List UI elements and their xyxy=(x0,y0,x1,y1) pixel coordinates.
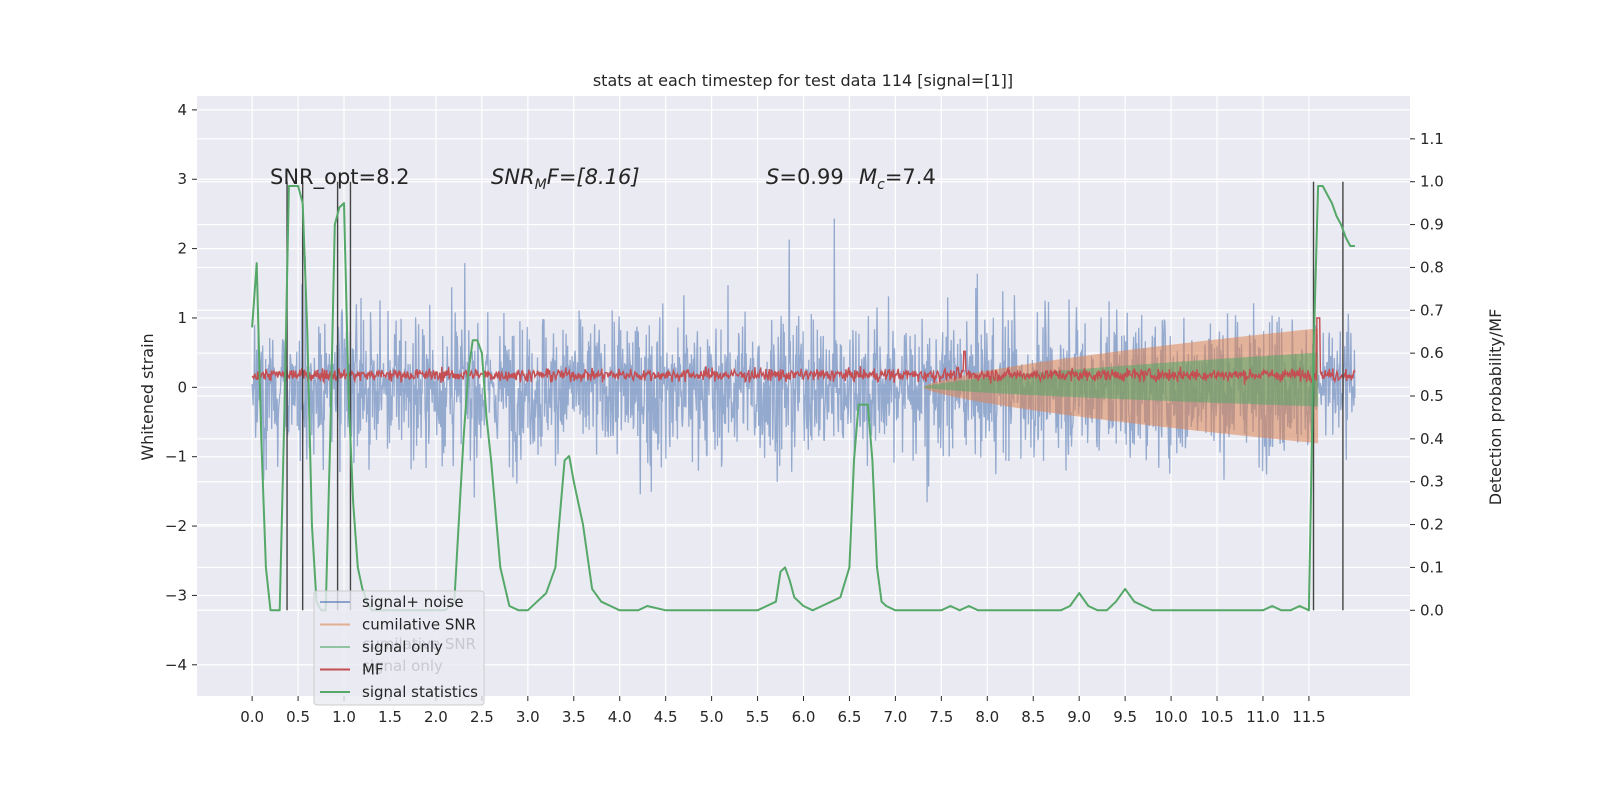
y-tick-label: −2 xyxy=(165,517,187,535)
snr-mf-symbol: SNR xyxy=(491,165,535,189)
y-right-tick-label: 0.1 xyxy=(1420,558,1444,576)
x-tick-label: 0.5 xyxy=(286,708,310,726)
x-tick-label: 10.0 xyxy=(1154,708,1187,726)
s-annotation: S=0.99 xyxy=(766,165,844,189)
legend-ghost-1: cumilative SNR xyxy=(362,635,476,653)
y-right-tick-label: 0.0 xyxy=(1420,601,1444,619)
x-tick-label: 0.0 xyxy=(240,708,264,726)
x-tick-label: 10.5 xyxy=(1200,708,1233,726)
y-right-tick-label: 0.6 xyxy=(1420,344,1444,362)
y-axis-label: Whitened strain xyxy=(138,333,157,460)
y-axis-right-label: Detection probability/MF xyxy=(1486,309,1505,506)
snr-opt-annotation: SNR_opt=8.2 xyxy=(270,165,410,190)
x-tick-label: 9.0 xyxy=(1067,708,1091,726)
y-right-tick-label: 0.5 xyxy=(1420,387,1444,405)
x-tick-label: 6.5 xyxy=(838,708,862,726)
y-tick-label: 2 xyxy=(177,240,187,258)
mc-value: =7.4 xyxy=(885,165,936,189)
x-tick-label: 2.5 xyxy=(470,708,494,726)
y-right-tick-label: 0.7 xyxy=(1420,301,1444,319)
y-right-tick-label: 0.2 xyxy=(1420,516,1444,534)
snr-mf-subscript: M xyxy=(535,177,547,193)
signal-statistics-path xyxy=(251,185,1355,612)
x-tick-label: 11.5 xyxy=(1292,708,1325,726)
x-tick-label: 8.5 xyxy=(1021,708,1045,726)
x-tick-label: 7.5 xyxy=(929,708,953,726)
x-tick-label: 8.0 xyxy=(975,708,999,726)
legend-label: signal statistics xyxy=(362,683,478,701)
y-tick-label: 0 xyxy=(177,378,187,396)
x-tick-label: 7.0 xyxy=(883,708,907,726)
s-value: =0.99 xyxy=(779,165,843,189)
x-tick-label: 5.5 xyxy=(746,708,770,726)
legend-label: signal+ noise xyxy=(362,593,464,611)
x-tick-label: 5.0 xyxy=(700,708,724,726)
y-right-tick-label: 1.1 xyxy=(1420,130,1444,148)
x-tick-label: 3.5 xyxy=(562,708,586,726)
legend-label: signal only xyxy=(362,638,443,656)
mc-symbol: M xyxy=(859,165,877,189)
snr-mf-annotation: SNRMF=[8.16] xyxy=(491,165,640,193)
x-tick-label: 9.5 xyxy=(1113,708,1137,726)
cumulative-snr-envelope xyxy=(923,328,1319,444)
y-tick-label: 1 xyxy=(177,309,187,327)
y-tick-label: −3 xyxy=(165,586,187,604)
mc-subscript: c xyxy=(877,177,885,193)
y-tick-label: 4 xyxy=(177,101,187,119)
chart-title: stats at each timestep for test data 114… xyxy=(593,71,1013,90)
legend-label: MF xyxy=(362,661,384,679)
x-tick-label: 3.0 xyxy=(516,708,540,726)
s-symbol: S xyxy=(766,165,779,189)
axis-ticks: 0.0 0.5 1.0 1.5 2.0 2.5 3.0 3.5 4.0 4.5 5.0 5.5 6.0 6… xyxy=(165,101,1444,726)
y-right-tick-label: 0.9 xyxy=(1420,216,1444,234)
legend-label: cumilative SNR xyxy=(362,616,476,634)
legend: cumilative SNR signal only signal+ noise… xyxy=(313,590,485,706)
signal-only-area xyxy=(923,352,1319,407)
x-tick-label: 1.0 xyxy=(332,708,356,726)
x-tick-label: 4.5 xyxy=(654,708,678,726)
y-right-tick-label: 0.3 xyxy=(1420,473,1444,491)
legend-box xyxy=(313,590,485,706)
y-right-tick-label: 1.0 xyxy=(1420,173,1444,191)
x-tick-label: 4.0 xyxy=(608,708,632,726)
snr-mf-rest: F=[8.16] xyxy=(547,165,640,189)
legend-ghost-2: signal only xyxy=(362,657,443,675)
y-tick-label: 3 xyxy=(177,170,187,188)
y-tick-label: −1 xyxy=(165,448,187,466)
mf-line xyxy=(251,317,1356,385)
y-tick-label: −4 xyxy=(165,656,187,674)
x-tick-label: 11.0 xyxy=(1246,708,1279,726)
x-tick-label: 1.5 xyxy=(378,708,402,726)
x-tick-label: 6.0 xyxy=(792,708,816,726)
mf-path xyxy=(251,317,1356,385)
signal-statistics-line xyxy=(251,185,1355,612)
mc-annotation: Mc=7.4 xyxy=(859,165,936,193)
x-tick-label: 2.0 xyxy=(424,708,448,726)
y-right-tick-label: 0.8 xyxy=(1420,258,1444,276)
y-right-tick-label: 0.4 xyxy=(1420,430,1444,448)
